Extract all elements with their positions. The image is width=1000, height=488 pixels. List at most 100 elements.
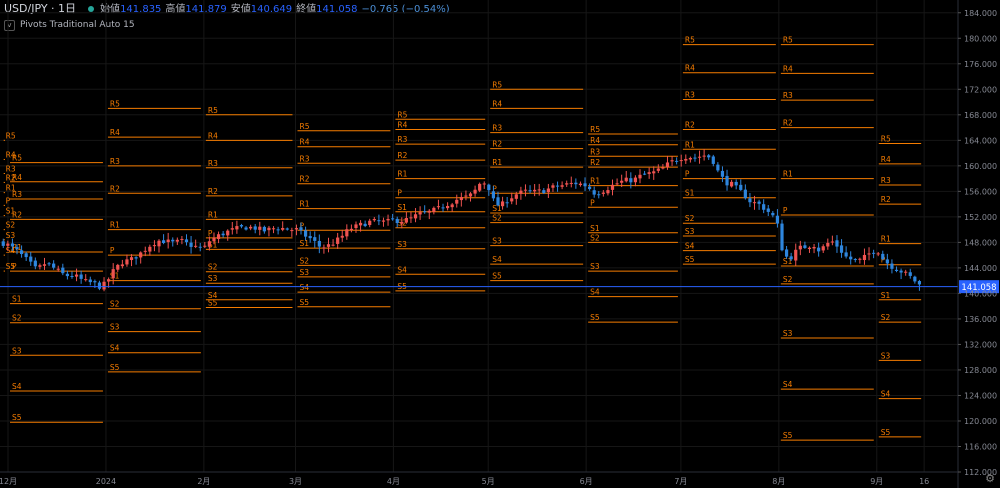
open-value: 141.835	[120, 4, 162, 15]
indicator-legend[interactable]: v Pivots Traditional Auto 15	[4, 19, 135, 31]
candle-body	[849, 256, 853, 260]
y-tick-label: 112.000	[964, 468, 997, 477]
pivot-label: S2	[783, 275, 793, 284]
pivot-label: S3	[492, 237, 502, 246]
pivot-label: S4	[110, 344, 120, 353]
pivot-label: S2	[492, 214, 502, 223]
candle-body	[652, 171, 656, 174]
x-tick-label: 4月	[387, 477, 400, 486]
candle-body	[125, 259, 129, 265]
pivot-label: S2	[685, 214, 695, 223]
candle-body	[93, 281, 97, 283]
pivot-label: P	[590, 198, 595, 207]
candle-body	[665, 162, 670, 168]
candle-body	[368, 220, 372, 226]
y-tick-label: 136.000	[964, 315, 997, 324]
candle-body	[748, 198, 752, 203]
candle-body	[175, 239, 179, 242]
pivot-label: S3	[590, 262, 600, 271]
candle-body	[84, 279, 88, 281]
candle-body	[697, 156, 702, 158]
candle-body	[455, 199, 459, 204]
price-axis[interactable]: 184.000 180.000 176.000 172.000 168.000 164.0…	[957, 0, 997, 488]
candle-body	[281, 227, 285, 230]
candle-body	[459, 197, 463, 201]
pivot-label: S3	[208, 274, 218, 283]
pivot-label: S2	[881, 313, 891, 322]
candle-body	[354, 224, 358, 229]
candle-body	[519, 190, 523, 194]
pivot-label: R3	[110, 157, 120, 166]
candle-body	[423, 211, 427, 213]
candle-body	[835, 240, 839, 247]
y-tick-label: 120.000	[964, 417, 997, 426]
pivot-label: R4	[685, 64, 695, 73]
pivot-label: S5	[110, 363, 120, 372]
pivot-label: R5	[110, 99, 120, 108]
candle-body	[702, 155, 706, 157]
pivot-label: S3	[397, 240, 407, 249]
gear-icon[interactable]: ⚙	[985, 472, 995, 485]
pivot-label: R3	[685, 91, 695, 100]
candle-body	[6, 243, 10, 246]
pivot-label: R1	[110, 221, 120, 230]
candle-body	[134, 257, 138, 259]
candle-body	[862, 254, 867, 261]
candle-body	[551, 185, 555, 188]
pivot-label: S1	[12, 295, 22, 304]
candle-body	[427, 210, 431, 213]
candle-body	[707, 155, 711, 158]
pivot-label: R2	[685, 120, 695, 129]
time-axis[interactable]: 12月 2024 2月 3月 4月 5月 6月 7月 8月 9月 16	[0, 471, 958, 486]
candle-body	[107, 279, 111, 282]
open-label: 始値	[100, 4, 121, 15]
candle-body	[212, 237, 216, 242]
candle-body	[565, 183, 569, 185]
pivot-label: S1	[299, 239, 309, 248]
candle-body	[1, 241, 5, 246]
pivot-label: R5	[685, 36, 695, 45]
pivot-label: S1	[110, 272, 120, 281]
y-tick-label: 176.000	[964, 60, 997, 69]
pivot-label: R4	[492, 99, 502, 108]
pivot-label: P	[685, 170, 690, 179]
pivot-label: R2	[6, 173, 16, 182]
candle-body	[606, 190, 610, 194]
candle-body	[468, 193, 473, 197]
candle-body	[528, 190, 532, 192]
candle-body	[679, 160, 683, 162]
candle-body	[226, 230, 230, 236]
candle-body	[42, 264, 47, 266]
pivot-label: R1	[783, 170, 793, 179]
candle-body	[198, 246, 202, 248]
candle-body	[271, 228, 276, 230]
pivot-label: S5	[685, 255, 695, 264]
candle-body	[711, 156, 715, 164]
pivot-label: R2	[590, 158, 600, 167]
symbol-title[interactable]: USD/JPY · 1日	[4, 2, 77, 15]
candle-body	[542, 190, 546, 193]
candle-body	[157, 240, 161, 247]
candle-body	[221, 233, 225, 236]
candle-body	[560, 185, 564, 187]
candle-body	[235, 226, 239, 230]
candle-body	[798, 245, 802, 250]
candle-body	[207, 241, 211, 247]
pivot-label: R2	[110, 184, 120, 193]
candle-body	[391, 218, 395, 220]
pivot-label: R5	[6, 131, 16, 140]
candle-body	[253, 226, 257, 230]
pivot-label: R1	[590, 177, 600, 186]
pivot-label: S2	[590, 233, 600, 242]
candle-body	[143, 250, 147, 252]
pivot-label: R5	[881, 135, 891, 144]
candle-body	[496, 197, 500, 206]
chevron-down-icon[interactable]: v	[4, 20, 15, 31]
pivot-label: R4	[590, 136, 600, 145]
pivot-label: R4	[110, 128, 120, 137]
candle-body	[152, 245, 157, 247]
candle-body	[436, 206, 441, 208]
candle-body	[601, 192, 605, 194]
candle-body	[817, 247, 821, 252]
